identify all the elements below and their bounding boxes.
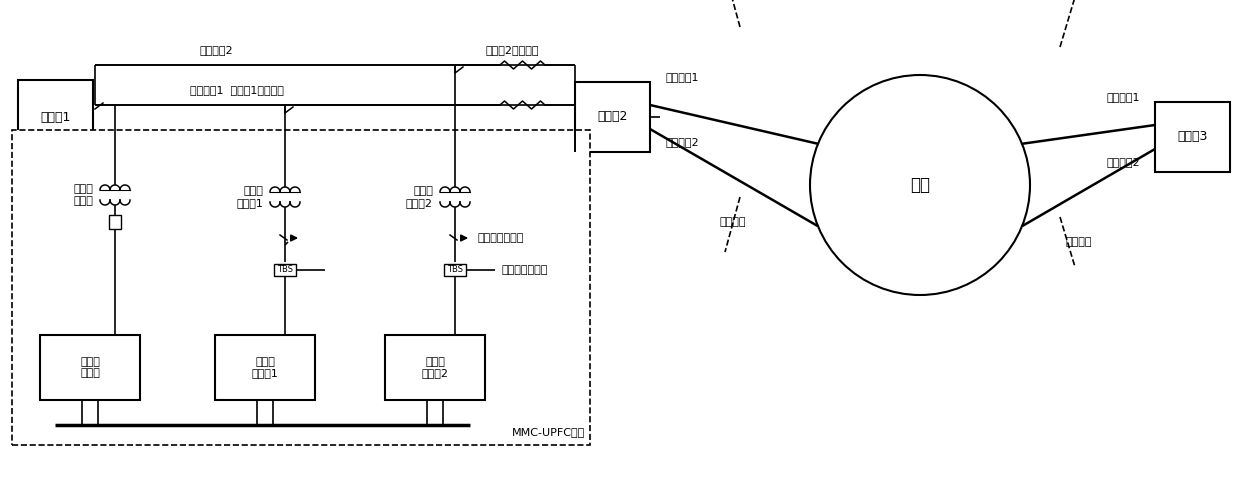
Text: 受控线路2: 受控线路2 (199, 45, 234, 55)
Text: 传输线路2: 传输线路2 (665, 137, 699, 147)
Text: MMC-UPFC系统: MMC-UPFC系统 (512, 427, 585, 437)
Bar (1155, 102, 1230, 172)
Bar (444, 264, 466, 276)
Bar (274, 264, 296, 276)
Text: 晶闸管旁路开关: 晶闸管旁路开关 (501, 265, 548, 275)
Text: 串联侧
换流器2: 串联侧 换流器2 (421, 356, 449, 378)
Text: 传输线路1: 传输线路1 (665, 72, 699, 82)
Text: 受控线路1  串联侧1旁路开关: 受控线路1 串联侧1旁路开关 (190, 85, 284, 95)
Text: 串联侧
变压器2: 串联侧 变压器2 (406, 186, 432, 208)
Bar (12, 130, 590, 445)
Bar (40, 335, 140, 400)
Bar (385, 335, 484, 400)
Text: TBS: TBS (447, 266, 463, 274)
Text: 串联侧2旁路开关: 串联侧2旁路开关 (484, 45, 539, 55)
Text: 串联侧
变压器1: 串联侧 变压器1 (237, 186, 263, 208)
Text: 串联侧
换流器1: 串联侧 换流器1 (252, 356, 279, 378)
Text: 远端断面: 远端断面 (1066, 237, 1092, 247)
Text: 低压侧旁路开关: 低压侧旁路开关 (477, 233, 523, 243)
Text: 并联侧
换流器: 并联侧 换流器 (81, 356, 100, 378)
Text: 变电站2: 变电站2 (597, 110, 628, 124)
Bar (575, 82, 650, 152)
Text: 变电站1: 变电站1 (41, 111, 71, 124)
Text: 传输线路2: 传输线路2 (1106, 157, 1140, 167)
Text: 并联侧
变压器: 并联侧 变压器 (73, 184, 93, 206)
Text: 变电站3: 变电站3 (1177, 130, 1208, 143)
Bar (216, 335, 315, 400)
Text: 负荷: 负荷 (909, 176, 930, 194)
Bar (19, 80, 93, 155)
Bar (109, 215, 121, 229)
Text: 传输线路1: 传输线路1 (1106, 92, 1140, 102)
Text: 近端断面: 近端断面 (720, 217, 747, 227)
Text: TBS: TBS (278, 266, 292, 274)
